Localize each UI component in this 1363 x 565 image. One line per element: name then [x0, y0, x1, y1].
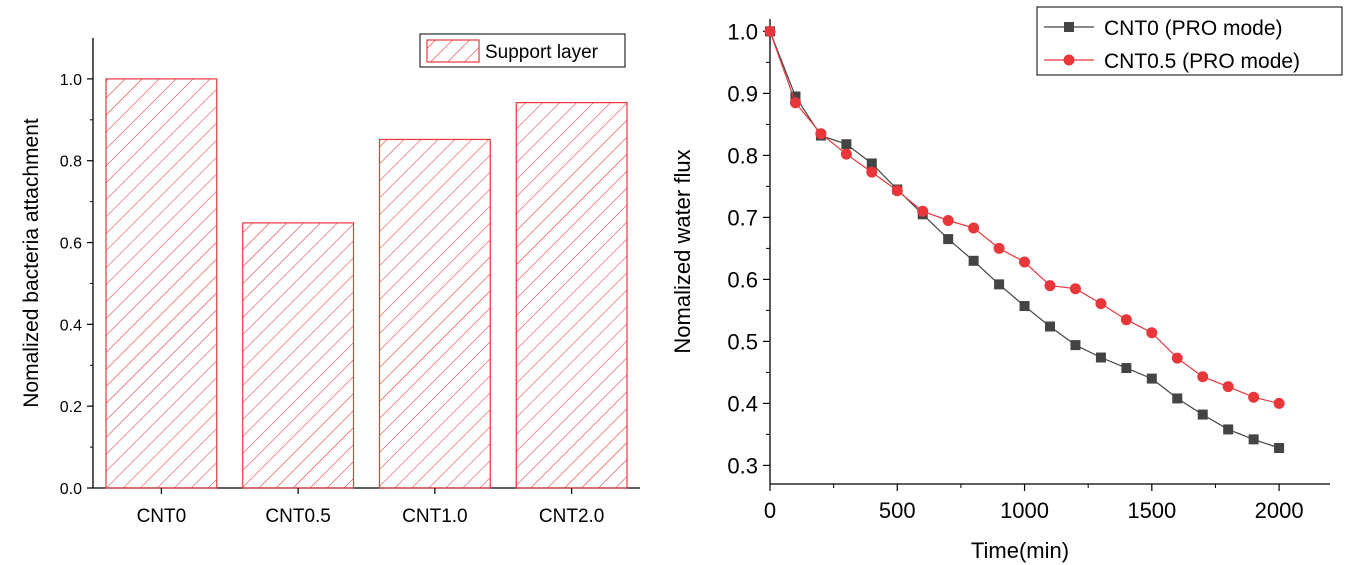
y-tick-label: 1.0: [727, 19, 758, 44]
legend: Support layer: [419, 33, 626, 68]
y-tick-label: 0.4: [727, 391, 758, 416]
y-tick-label: 0.6: [727, 267, 758, 292]
y-tick-label: 0.7: [727, 205, 758, 230]
data-point: [1120, 314, 1132, 326]
series-line: [769, 31, 1280, 404]
y-tick-label: 0.8: [60, 154, 82, 171]
data-point: [1223, 424, 1234, 435]
data-point: [942, 215, 954, 226]
data-point: [1069, 283, 1081, 295]
legend: CNT0 (PRO mode) CNT0.5 (PRO mode): [1036, 6, 1343, 76]
data-point: [1146, 327, 1158, 339]
y-tick-label: 0.6: [60, 236, 82, 253]
data-point: [994, 279, 1005, 290]
y-axis-title: Nomalized water flux: [670, 149, 695, 353]
data-point: [1274, 443, 1285, 454]
data-point: [841, 139, 852, 150]
data-point: [1197, 409, 1208, 420]
y-tick-label: 0.3: [727, 453, 758, 478]
data-point: [993, 242, 1005, 254]
bar: [242, 222, 355, 489]
x-tick-label: 1500: [1127, 498, 1176, 523]
x-tick-label: CNT1.0: [402, 506, 467, 527]
bar: [105, 78, 218, 489]
x-tick-label: 0: [764, 498, 776, 523]
data-point: [815, 128, 827, 140]
x-tick-label: 1000: [1000, 498, 1049, 523]
y-tick-label: 0.9: [727, 81, 758, 106]
data-point: [1070, 340, 1081, 351]
data-point: [1095, 298, 1107, 310]
line-chart: 0.3 0.4 0.5 0.6 0.7 0.8 0.9 1.0 0 500 1000 1500 2000…: [670, 6, 1343, 563]
legend-marker: [1063, 54, 1075, 66]
data-point: [1197, 371, 1209, 383]
x-tick-label: CNT0: [137, 506, 187, 527]
data-point: [1248, 434, 1259, 445]
data-point: [1146, 373, 1157, 384]
bar-chart: 0.0 0.2 0.4 0.6 0.8 1.0 CNT0 CNT0.5 CNT1.0 CNT2.0…: [20, 33, 640, 527]
data-point: [1121, 363, 1132, 374]
x-axis-title: Time(min): [971, 538, 1069, 563]
series-cnt0: [765, 26, 1285, 454]
y-tick-label: 0.5: [727, 329, 758, 354]
data-point: [917, 205, 929, 217]
y-tick-label: 0.0: [60, 481, 82, 498]
y-tick-label: 0.2: [60, 399, 82, 416]
data-point: [1095, 352, 1106, 363]
legend-label: CNT0 (PRO mode): [1104, 17, 1283, 40]
data-point: [1248, 391, 1260, 403]
legend-label: Support layer: [485, 42, 599, 63]
data-point: [943, 234, 954, 245]
x-tick-label: CNT2.0: [539, 506, 604, 527]
x-tick-label: CNT0.5: [265, 506, 330, 527]
series-line: [769, 31, 1280, 449]
legend-label: CNT0.5 (PRO mode): [1104, 50, 1300, 73]
data-point: [1019, 301, 1030, 312]
y-tick-label: 1.0: [60, 72, 82, 89]
data-point: [1222, 381, 1234, 393]
x-tick-label: 500: [879, 498, 916, 523]
legend-swatch: [426, 39, 480, 63]
data-point: [968, 255, 979, 266]
data-point: [1044, 280, 1056, 292]
data-point: [866, 158, 877, 169]
data-point: [968, 222, 980, 234]
data-point: [1273, 397, 1285, 409]
y-tick-label: 0.4: [60, 317, 82, 334]
data-point: [790, 91, 801, 102]
y-axis-title: Nomalized bacteria attachment: [20, 118, 43, 408]
data-point: [1019, 256, 1031, 268]
x-tick-label: 2000: [1255, 498, 1304, 523]
legend-box: [1036, 6, 1343, 76]
data-point: [866, 166, 878, 178]
data-point: [789, 97, 801, 109]
data-point: [764, 25, 776, 37]
bar: [515, 102, 628, 489]
data-point: [1045, 321, 1055, 332]
legend-marker: [1064, 22, 1074, 32]
series-cnt0-5: [764, 25, 1285, 409]
data-point: [1171, 352, 1183, 364]
y-tick-label: 0.8: [727, 143, 758, 168]
bar: [378, 138, 491, 489]
data-point: [891, 185, 903, 197]
data-point: [840, 148, 852, 160]
data-point: [1172, 393, 1183, 404]
